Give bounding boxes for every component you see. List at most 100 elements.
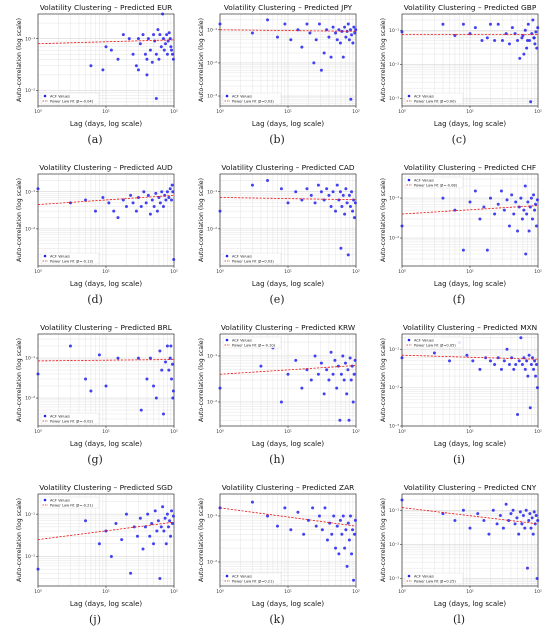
data-point	[534, 514, 538, 518]
legend-box	[222, 92, 282, 105]
data-point	[143, 525, 147, 529]
data-point	[165, 344, 169, 348]
data-point	[330, 532, 334, 536]
y-axis-label: Auto-correlation (log scale)	[16, 338, 23, 422]
data-point	[114, 522, 118, 526]
x-tick-label: 10⁰	[34, 269, 42, 275]
data-point	[517, 205, 521, 209]
x-tick-label: 10⁰	[216, 429, 224, 435]
data-point	[165, 33, 169, 37]
legend-marker-points	[225, 574, 229, 578]
data-point	[283, 22, 287, 26]
data-point	[536, 519, 540, 523]
data-point	[461, 248, 465, 252]
data-point	[161, 412, 165, 416]
data-point	[336, 364, 340, 368]
y-tick-label: 10⁻¹	[389, 196, 399, 202]
data-point	[473, 189, 477, 193]
data-point	[109, 554, 113, 558]
data-point	[322, 392, 326, 396]
data-point	[154, 52, 158, 56]
data-point	[531, 532, 535, 536]
data-point	[515, 516, 519, 520]
data-point	[162, 48, 166, 52]
x-tick-label: 10¹	[466, 429, 474, 435]
data-point	[353, 201, 357, 205]
data-point	[165, 512, 169, 516]
legend-label-points: ACF Values	[414, 178, 434, 182]
data-point	[496, 356, 500, 360]
legend-label-fit: Power Law Fit (β=0.00)	[414, 99, 456, 103]
panel-caption: (k)	[269, 613, 285, 626]
power-law-fit-line	[401, 205, 539, 215]
data-point	[535, 386, 539, 390]
data-point	[259, 364, 263, 368]
gridlines	[37, 333, 174, 427]
data-point	[519, 196, 523, 200]
panel-caption: (e)	[269, 293, 285, 306]
chart-title: Volatility Clustering – Predicted KRW	[221, 323, 356, 332]
legend-label-points: ACF Values	[50, 498, 70, 502]
x-tick-label: 10⁰	[34, 589, 42, 595]
x-tick-label: 10²	[170, 429, 178, 435]
gridlines	[401, 494, 538, 587]
data-point	[351, 528, 355, 532]
data-point	[89, 64, 93, 68]
data-point	[250, 183, 254, 187]
y-tick-label: 10⁻²	[25, 226, 35, 232]
data-point	[468, 200, 472, 204]
data-point	[505, 198, 509, 202]
y-tick-label: 10⁻²	[25, 554, 35, 560]
chart-title: Volatility Clustering – Predicted AUD	[39, 163, 173, 172]
power-law-fit-line	[37, 39, 175, 45]
y-axis-label: Auto-correlation (log scale)	[198, 178, 205, 262]
data-point	[346, 368, 350, 372]
x-axis-label: Lag (days, log scale)	[434, 280, 506, 288]
data-point	[535, 198, 539, 202]
x-axis-label: Lag (days, log scale)	[70, 120, 142, 128]
data-point	[529, 526, 533, 530]
chart-panel-g: Volatility Clustering – Predicted BRL 10⁰…	[10, 322, 180, 470]
data-point	[534, 224, 538, 228]
data-point	[152, 542, 156, 546]
y-axis-label: Auto-correlation (log scale)	[198, 498, 205, 582]
y-tick-label: 10⁻¹	[389, 28, 399, 34]
data-point	[104, 45, 108, 49]
data-point	[171, 389, 175, 393]
legend-marker-points	[407, 574, 411, 578]
data-point	[319, 190, 323, 194]
y-tick-label: 10⁻¹	[207, 27, 217, 33]
data-point	[535, 576, 539, 580]
data-point	[350, 190, 354, 194]
data-point	[335, 524, 339, 528]
y-axis-label: Auto-correlation (log scale)	[16, 178, 23, 262]
y-tick-label: 10⁻²	[389, 62, 399, 68]
data-point	[520, 217, 524, 221]
data-point	[327, 378, 331, 382]
data-point	[532, 510, 536, 514]
x-axis-label: Lag (days, log scale)	[434, 440, 506, 448]
acf-points	[36, 344, 175, 416]
data-point	[351, 41, 355, 45]
data-point	[510, 193, 514, 197]
panel-caption: (l)	[452, 613, 466, 626]
gridlines	[219, 334, 356, 427]
data-point	[138, 42, 142, 46]
data-point	[164, 542, 168, 546]
data-point	[286, 372, 290, 376]
y-tick-label: 10⁻²	[389, 385, 399, 391]
data-point	[167, 368, 171, 372]
data-point	[317, 514, 321, 518]
gridlines	[219, 14, 356, 107]
data-point	[471, 359, 475, 363]
panel-caption: (j)	[89, 613, 101, 626]
x-axis-label: Lag (days, log scale)	[70, 440, 142, 448]
data-point	[331, 190, 335, 194]
data-point	[145, 73, 149, 77]
power-law-fit-line	[401, 354, 539, 360]
chart-svg-i: Volatility Clustering – Predicted MXN 10⁰…	[380, 323, 542, 448]
x-axis-label: Lag (days, log scale)	[434, 600, 506, 608]
data-point	[148, 212, 152, 216]
chart-svg-c: Volatility Clustering – Predicted GBP 10⁰…	[380, 3, 542, 128]
